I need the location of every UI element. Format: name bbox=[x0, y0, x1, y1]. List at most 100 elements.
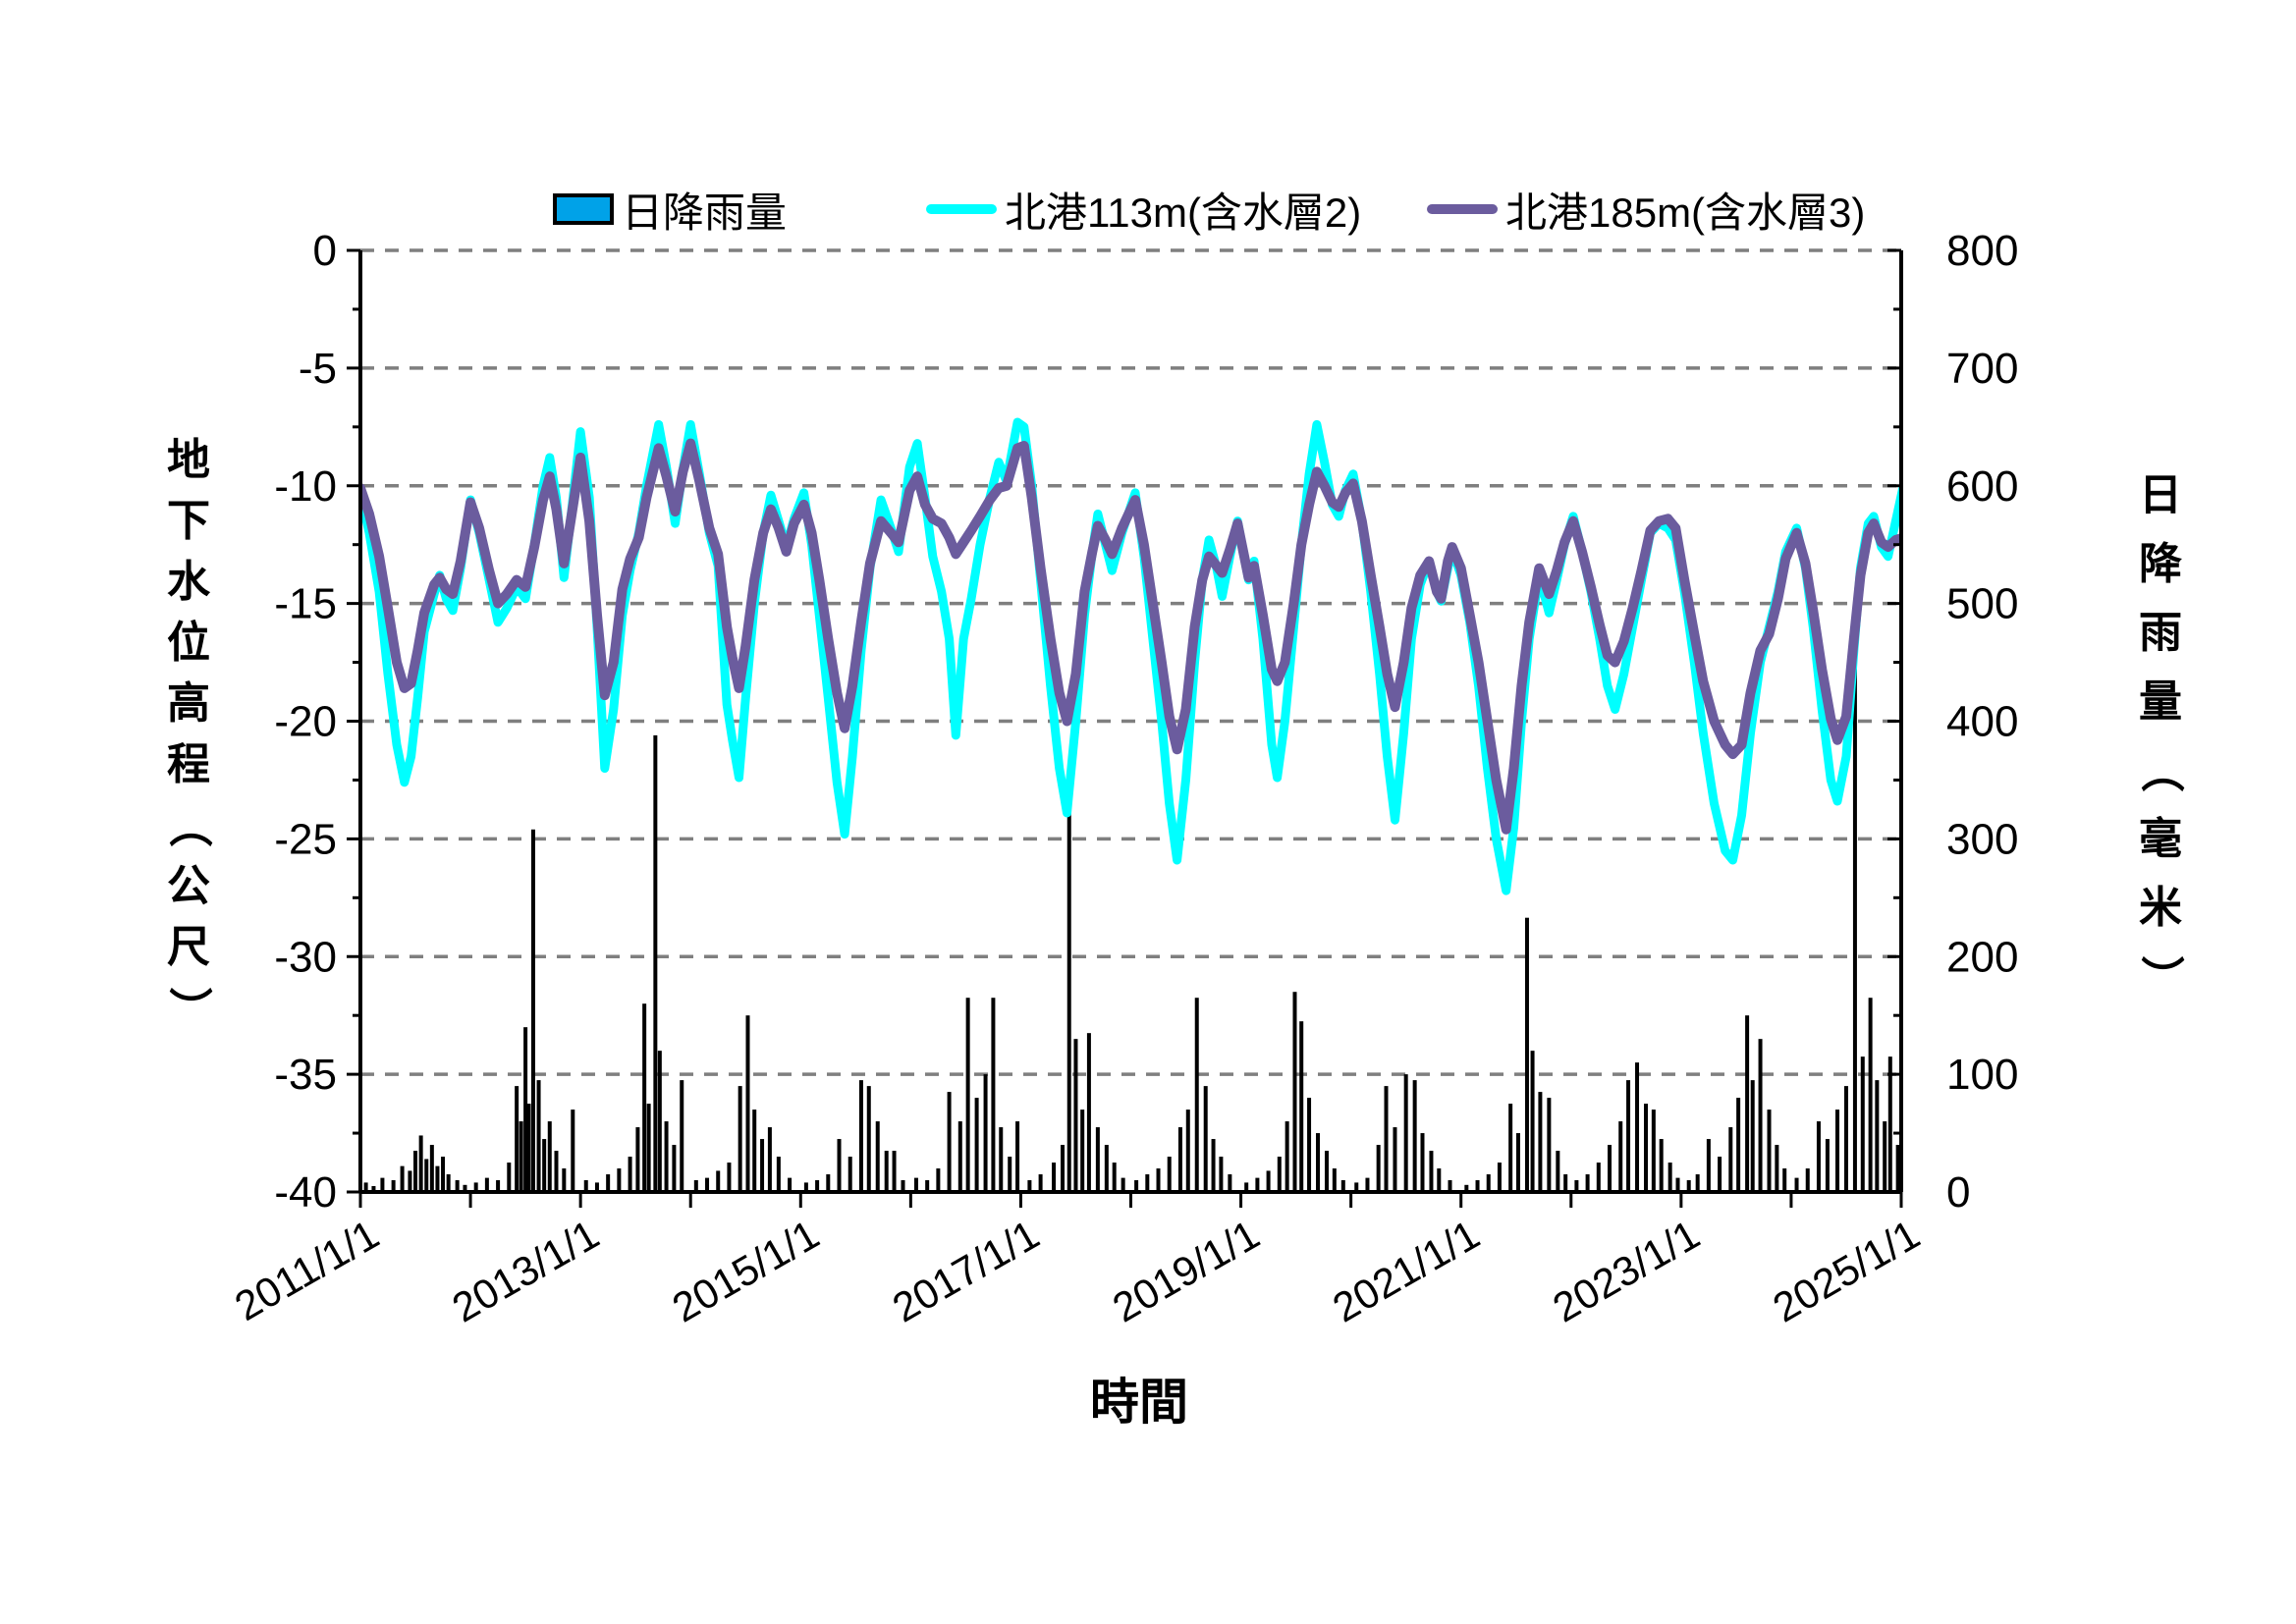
well185-legend-swatch-icon bbox=[1427, 204, 1498, 214]
rainfall-bar bbox=[441, 1157, 446, 1192]
rainfall-bar bbox=[1448, 1180, 1452, 1192]
left-axis-title: 地下水位高程（公尺） bbox=[157, 430, 220, 1039]
rainfall-bar bbox=[1883, 1121, 1887, 1192]
x-axis-tick-label: 2021/1/1 bbox=[1325, 1211, 1487, 1330]
rainfall-bar bbox=[1718, 1157, 1722, 1192]
rainfall-bar bbox=[1868, 998, 1873, 1192]
rainfall-bar bbox=[1825, 1139, 1830, 1192]
left-axis-tick-label: -20 bbox=[274, 698, 337, 746]
rainfall-bar bbox=[1805, 1168, 1810, 1192]
rainfall-bar bbox=[363, 1182, 368, 1192]
x-axis-tick-label: 2013/1/1 bbox=[445, 1211, 607, 1330]
rainfall-bar bbox=[562, 1168, 567, 1192]
rainfall-bar bbox=[1177, 1127, 1182, 1192]
axis-title-char: 雨 bbox=[2139, 609, 2182, 657]
rainfall-bar bbox=[1104, 1145, 1109, 1192]
rainfall-bar bbox=[1412, 1080, 1417, 1192]
left-axis-tick-label: -10 bbox=[274, 462, 337, 511]
rainfall-bar bbox=[1015, 1121, 1020, 1192]
rainfall-bar bbox=[1843, 1086, 1848, 1192]
axis-title-char: 米 bbox=[2139, 884, 2182, 932]
rainfall-bar bbox=[1860, 1056, 1865, 1192]
rainfall-bar bbox=[1027, 1180, 1032, 1192]
rainfall-bar bbox=[583, 1180, 588, 1192]
rainfall-bar bbox=[653, 734, 658, 1192]
rainfall-bar bbox=[847, 1157, 852, 1192]
rainfall-bar bbox=[1524, 917, 1529, 1192]
right-axis-tick-label: 600 bbox=[1946, 462, 2018, 511]
rainfall-bar bbox=[727, 1163, 732, 1192]
rainfall-bar bbox=[380, 1177, 385, 1192]
rainfall-bar bbox=[1066, 811, 1071, 1192]
left-axis-tick-label: -15 bbox=[274, 580, 337, 628]
rainfall-bar bbox=[496, 1180, 501, 1192]
left-axis-tick-label: -30 bbox=[274, 933, 337, 981]
rainfall-bar bbox=[1073, 1039, 1078, 1192]
axis-title-char: 水 bbox=[167, 558, 210, 606]
rainfall-bar bbox=[752, 1110, 757, 1192]
rainfall-bar bbox=[1794, 1177, 1799, 1192]
chart-legend: 日降雨量 北港113m(含水層2) 北港185m(含水層3) bbox=[0, 187, 2296, 236]
rainfall-bar bbox=[1038, 1174, 1043, 1192]
rainfall-bar bbox=[1782, 1168, 1787, 1192]
rainfall-bar bbox=[776, 1157, 781, 1192]
rainfall-bar bbox=[554, 1151, 559, 1192]
rainfall-bar bbox=[1745, 1015, 1750, 1192]
rainfall-bar bbox=[767, 1127, 772, 1192]
rainfall-bar bbox=[1255, 1177, 1260, 1192]
rainfall-bar bbox=[606, 1174, 611, 1192]
rainfall-bar bbox=[1292, 992, 1297, 1192]
series-line-1853 bbox=[360, 438, 1901, 835]
legend-label-rainfall: 日降雨量 bbox=[622, 189, 788, 236]
rainfall-bar bbox=[1095, 1127, 1100, 1192]
axis-title-char: 位 bbox=[167, 619, 210, 667]
rainfall-bar bbox=[1667, 1163, 1672, 1192]
rainfall-bar bbox=[1852, 648, 1857, 1192]
legend-item-rainfall: 日降雨量 bbox=[553, 187, 787, 236]
axis-title-char: 公 bbox=[167, 862, 210, 910]
rainfall-bar bbox=[463, 1184, 467, 1192]
axis-title-char: 高 bbox=[167, 679, 210, 728]
rainfall-bar bbox=[947, 1092, 952, 1192]
left-axis-tick-label: 0 bbox=[313, 227, 337, 275]
rainfall-bar bbox=[1167, 1157, 1172, 1192]
rainfall-bar bbox=[1497, 1163, 1502, 1192]
rainfall-bar bbox=[1834, 1110, 1839, 1192]
rainfall-bar bbox=[1530, 1051, 1535, 1192]
right-axis-tick-label: 200 bbox=[1946, 933, 2018, 981]
rainfall-bar bbox=[657, 1051, 662, 1192]
rainfall-bar bbox=[1475, 1180, 1480, 1192]
x-axis-tick-label: 2023/1/1 bbox=[1545, 1211, 1707, 1330]
rainfall-bar bbox=[1728, 1127, 1733, 1192]
rainfall-bar bbox=[473, 1182, 478, 1192]
right-axis-tick-label: 100 bbox=[1946, 1051, 2018, 1099]
rainfall-bar bbox=[1086, 1033, 1091, 1192]
rainfall-bar bbox=[913, 1177, 918, 1192]
rainfall-bar bbox=[1185, 1110, 1190, 1192]
rainfall-bar bbox=[628, 1157, 632, 1192]
rainfall-bar bbox=[526, 1104, 531, 1192]
x-axis-tick-label: 2017/1/1 bbox=[885, 1211, 1047, 1330]
legend-label-well113: 北港113m(含水層2) bbox=[1005, 189, 1362, 236]
rainfall-bar bbox=[1266, 1170, 1271, 1192]
rainfall-bar bbox=[716, 1170, 721, 1192]
rainfall-bar bbox=[1585, 1174, 1590, 1192]
rainfall-bar bbox=[1080, 1110, 1085, 1192]
right-axis-tick-label: 700 bbox=[1946, 345, 2018, 393]
rainfall-bar bbox=[991, 998, 996, 1192]
left-axis-tick-label: -40 bbox=[274, 1168, 337, 1217]
rainfall-bar bbox=[455, 1180, 460, 1192]
right-axis-tick-label: 800 bbox=[1946, 227, 2018, 275]
rainfall-bar bbox=[1277, 1157, 1282, 1192]
left-axis-tick-label: -35 bbox=[274, 1051, 337, 1099]
rainfall-bar bbox=[1758, 1039, 1763, 1192]
rainfall-bar bbox=[1659, 1139, 1664, 1192]
axis-title-char: 降 bbox=[2139, 540, 2182, 588]
rainfall-bar bbox=[925, 1180, 930, 1192]
rainfall-bar bbox=[571, 1110, 575, 1192]
rainfall-bar bbox=[484, 1177, 489, 1192]
rainfall-bar bbox=[1875, 1080, 1880, 1192]
rainfall-bar bbox=[1486, 1174, 1491, 1192]
axis-title-char: 下 bbox=[167, 497, 210, 545]
